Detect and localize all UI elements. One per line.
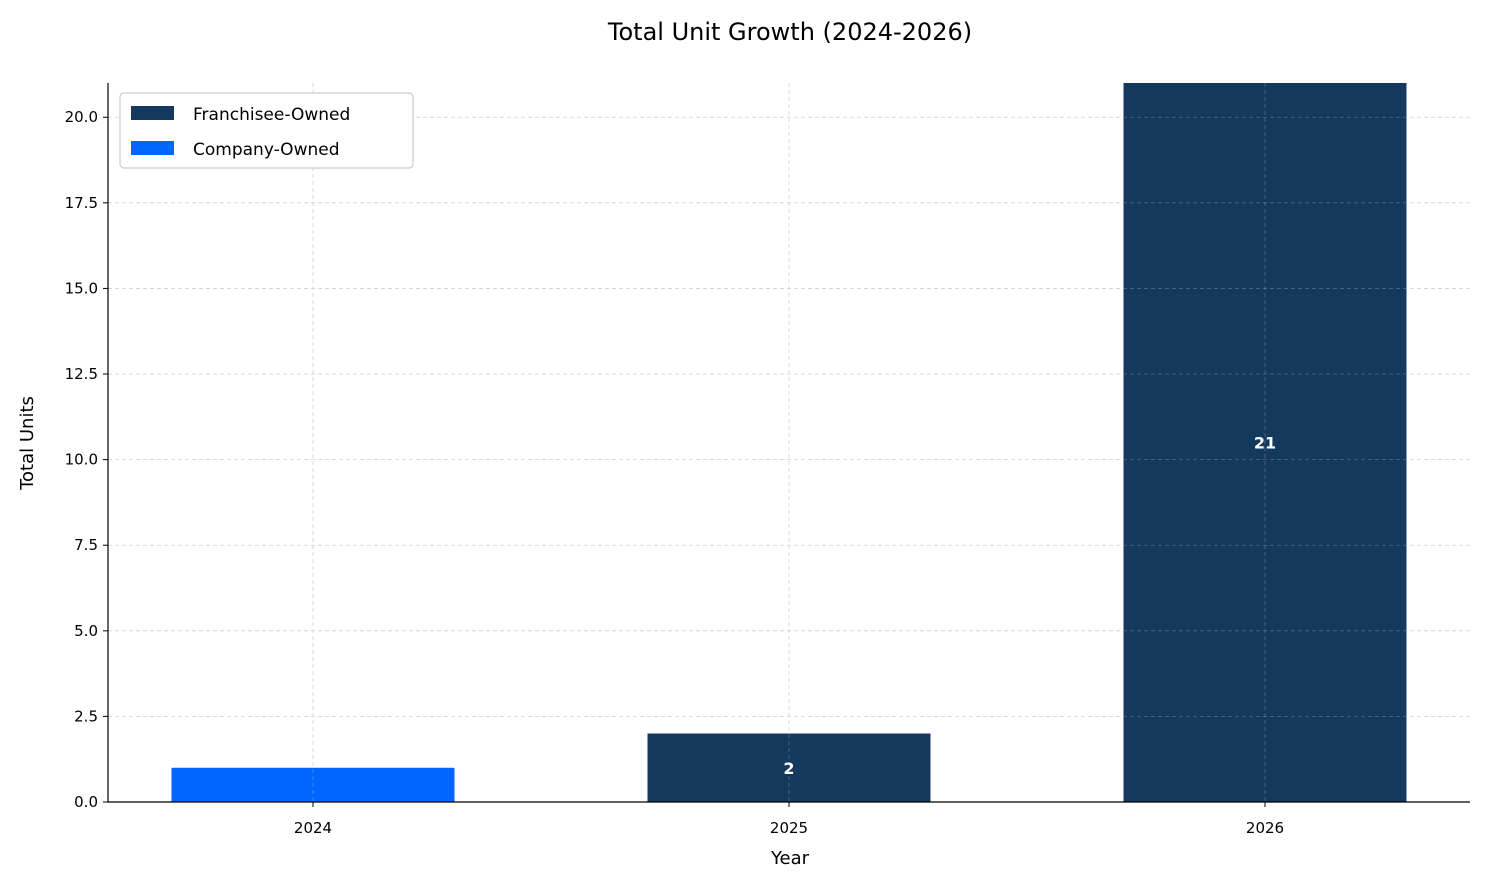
y-tick-label: 0.0 bbox=[74, 793, 98, 811]
legend-box bbox=[119, 92, 414, 169]
bar-labels: 2 21 bbox=[783, 434, 1276, 778]
grid-lines bbox=[108, 83, 1470, 803]
legend: Franchisee-Owned Company-Owned bbox=[119, 92, 414, 169]
y-tick-label: 20.0 bbox=[65, 108, 98, 126]
x-tick-label: 2026 bbox=[1246, 819, 1284, 837]
y-tick-label: 7.5 bbox=[74, 536, 98, 554]
chart-title: Total Unit Growth (2024-2026) bbox=[607, 18, 972, 46]
y-tick-label: 2.5 bbox=[74, 707, 98, 725]
legend-label: Franchisee-Owned bbox=[193, 105, 350, 125]
legend-swatch bbox=[131, 141, 174, 155]
bar-franchisee-owned-2025 bbox=[647, 733, 931, 802]
legend-swatch bbox=[131, 106, 174, 120]
ticks: 0.0 2.5 5.0 7.5 10.0 12.5 15.0 17.5 20.0 2024 2025… bbox=[65, 108, 1285, 837]
y-tick-label: 10.0 bbox=[65, 451, 98, 469]
bar-company-owned-2024 bbox=[171, 767, 455, 802]
legend-label: Company-Owned bbox=[193, 140, 340, 160]
y-tick-label: 15.0 bbox=[65, 279, 98, 297]
y-tick-label: 5.0 bbox=[74, 622, 98, 640]
y-axis-label: Total Units bbox=[17, 396, 38, 491]
y-tick-label: 12.5 bbox=[65, 365, 98, 383]
bar-franchisee-owned-2026 bbox=[1123, 83, 1407, 802]
x-axis-label: Year bbox=[770, 848, 810, 869]
x-tick-label: 2025 bbox=[770, 819, 808, 837]
data-label-2026: 21 bbox=[1254, 434, 1276, 453]
y-tick-label: 17.5 bbox=[65, 194, 98, 212]
x-tick-label: 2024 bbox=[294, 819, 332, 837]
data-label-2025: 2 bbox=[783, 759, 794, 778]
